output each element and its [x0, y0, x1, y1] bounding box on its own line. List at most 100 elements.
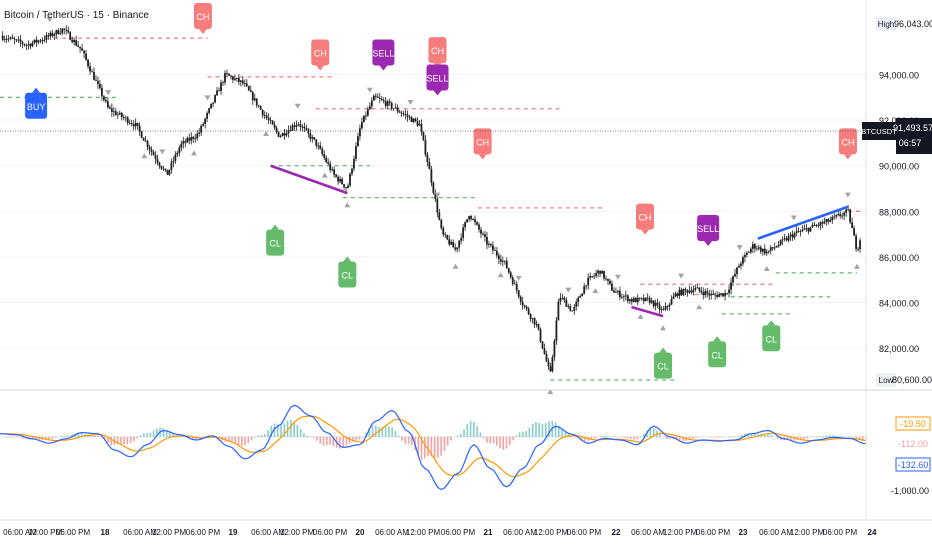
- candle-body: [63, 29, 65, 30]
- trend-lines: [271, 166, 848, 316]
- histogram-bar: [535, 422, 537, 437]
- histogram-bar: [359, 437, 361, 440]
- histogram-bar: [326, 437, 328, 445]
- histogram-bar: [329, 437, 331, 445]
- price-tick-label: 94,000.00: [879, 71, 919, 81]
- histogram-bar: [306, 436, 308, 437]
- histogram-bar: [385, 426, 387, 437]
- candle-body: [466, 219, 468, 222]
- candle-body: [728, 290, 730, 293]
- candle-body: [28, 44, 30, 45]
- pivot-high-arrow: [204, 95, 210, 100]
- label-text: SELL: [697, 224, 719, 234]
- candle-body: [204, 119, 206, 124]
- candle-body: [75, 40, 77, 45]
- ch-label: CH: [474, 128, 492, 159]
- histogram-bar: [463, 429, 465, 437]
- candle-body: [766, 252, 768, 254]
- histogram-bar: [130, 437, 132, 443]
- candle-body: [115, 111, 117, 115]
- candle-body: [837, 214, 839, 215]
- histogram-bar: [692, 437, 694, 439]
- candle-body: [369, 106, 371, 109]
- candle-body: [442, 228, 444, 234]
- price-tick-label: 82,000.00: [879, 344, 919, 354]
- price-scale[interactable]: 94,000.0092,000.0090,000.0088,000.0086,0…: [861, 0, 932, 520]
- candle-body: [345, 187, 347, 188]
- candle-body: [34, 40, 36, 43]
- candle-body: [681, 290, 683, 295]
- candle-body: [454, 247, 456, 249]
- histogram-bar: [532, 424, 534, 437]
- time-tick-label: 06:00 AM: [503, 528, 537, 537]
- candle-body: [105, 100, 107, 101]
- candle-body: [341, 179, 343, 184]
- candle-body: [530, 314, 532, 319]
- histogram-bar: [97, 436, 99, 437]
- candle-body: [351, 169, 353, 174]
- candle-body: [859, 240, 861, 249]
- candle-body: [153, 152, 155, 155]
- candle-body: [675, 293, 677, 296]
- candle-body: [79, 47, 81, 49]
- label-pointer: [199, 29, 207, 34]
- candle-body: [375, 96, 377, 97]
- candle-body: [831, 217, 833, 220]
- candle-body: [292, 126, 294, 131]
- label-pointer: [641, 230, 649, 235]
- candle-body: [274, 125, 276, 128]
- candle-body: [236, 78, 238, 79]
- candle-body: [184, 141, 186, 142]
- candle-body: [468, 216, 470, 219]
- candle-body: [244, 83, 246, 84]
- candle-body: [554, 341, 556, 357]
- histogram-bar: [16, 437, 18, 438]
- label-pointer: [704, 241, 712, 246]
- histogram-bar: [153, 431, 155, 437]
- candle-body: [363, 116, 365, 122]
- candle-body: [335, 175, 337, 177]
- candle-body: [559, 298, 561, 302]
- candle-body: [534, 318, 536, 324]
- label-text: SELL: [426, 74, 448, 84]
- candle-body: [294, 126, 296, 127]
- pivot-low-arrow: [191, 150, 197, 155]
- candle-body: [825, 219, 827, 222]
- candle-body: [595, 273, 597, 275]
- candle-body: [43, 40, 45, 41]
- candle-body: [677, 293, 679, 296]
- candle-body: [843, 213, 845, 216]
- candle-body: [839, 214, 841, 216]
- candle-body: [579, 296, 581, 298]
- candle-body: [768, 251, 770, 252]
- candle-body: [790, 235, 792, 237]
- candle-body: [700, 290, 702, 292]
- histogram-bar: [61, 436, 63, 437]
- candle-body: [301, 127, 303, 128]
- candle-body: [270, 120, 272, 121]
- candle-body: [633, 298, 635, 302]
- pivot-high-arrow: [295, 104, 301, 109]
- candle-body: [740, 264, 742, 266]
- candle-body: [669, 305, 671, 307]
- time-tick-label: 21: [484, 528, 493, 537]
- candle-body: [256, 98, 258, 105]
- candle-body: [724, 293, 726, 296]
- candle-body: [113, 111, 115, 112]
- label-pointer: [271, 225, 279, 230]
- candle-body: [522, 302, 524, 306]
- candle-body: [232, 77, 234, 80]
- candle-body: [264, 115, 266, 116]
- candle-body: [597, 271, 599, 273]
- candle-body: [357, 136, 359, 146]
- candle-body: [73, 40, 75, 42]
- pivot-low-arrow: [141, 153, 147, 158]
- time-tick-label: 12:00 PM: [406, 528, 441, 537]
- candle-body: [627, 295, 629, 301]
- candle-body: [242, 81, 244, 84]
- candle-body: [67, 30, 69, 32]
- candle-body: [117, 114, 119, 115]
- candle-body: [738, 266, 740, 268]
